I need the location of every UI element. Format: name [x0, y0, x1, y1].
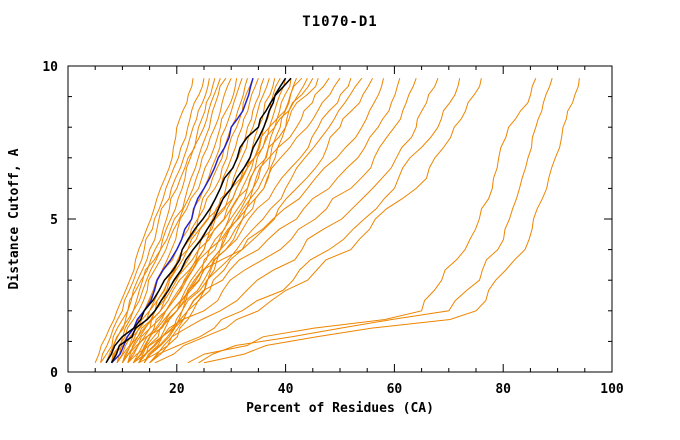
- plot-frame: [67, 65, 613, 373]
- model-curve: [111, 77, 227, 363]
- x-tick-label: 100: [600, 382, 624, 397]
- model-curve: [100, 78, 205, 363]
- x-axis-label: Percent of Residues (CA): [246, 401, 434, 416]
- model-curve: [149, 77, 374, 364]
- x-tick-label: 0: [64, 382, 72, 397]
- highlighted-curve-black: [105, 77, 292, 364]
- model-curve: [105, 78, 216, 363]
- model-curve: [94, 78, 194, 363]
- model-curve: [133, 78, 417, 364]
- highlighted-curve-blue: [110, 77, 254, 364]
- x-tick-label: 20: [169, 382, 185, 397]
- model-curve: [143, 77, 363, 364]
- model-curve: [198, 78, 553, 364]
- model-curve: [149, 78, 461, 364]
- x-tick-label: 80: [495, 382, 511, 397]
- model-curve: [121, 78, 384, 364]
- model-curve: [127, 78, 265, 363]
- x-tick-label: 40: [278, 382, 294, 397]
- model-curve: [138, 78, 439, 364]
- model-curve: [132, 77, 341, 364]
- y-tick-label: 5: [50, 213, 58, 228]
- model-curve: [105, 78, 221, 364]
- highlighted-curve-black: [110, 77, 287, 364]
- model-curve: [203, 78, 580, 364]
- model-curve: [187, 77, 537, 364]
- model-curve: [143, 78, 297, 364]
- y-tick-label: 10: [42, 60, 58, 75]
- y-axis-label: Distance Cutoff, A: [7, 148, 22, 289]
- model-curve: [111, 77, 303, 363]
- model-curve: [100, 78, 210, 364]
- model-curve: [121, 78, 319, 364]
- model-curve: [154, 78, 482, 364]
- y-tick-label: 0: [50, 366, 58, 381]
- model-curve: [127, 77, 330, 364]
- model-curve: [138, 78, 352, 364]
- model-curve: [111, 77, 232, 363]
- model-curve: [138, 77, 281, 364]
- model-curve: [121, 78, 254, 364]
- model-curve: [116, 78, 238, 363]
- model-curve: [132, 78, 270, 364]
- x-tick-label: 60: [387, 382, 403, 397]
- chart-title: T1070-D1: [302, 14, 377, 30]
